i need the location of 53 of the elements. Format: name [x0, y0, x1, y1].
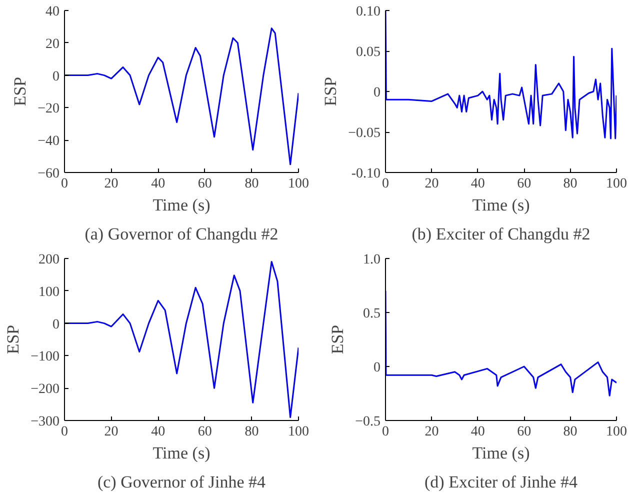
x-tick-label: 80 — [563, 424, 578, 440]
y-tick-label: 0 — [52, 69, 60, 84]
x-tick-label: 60 — [198, 176, 212, 192]
y-tick-label: 200 — [38, 252, 60, 268]
y-tick-label: −200 — [30, 382, 60, 398]
x-tick-label: 80 — [563, 176, 578, 192]
x-tick-label: 20 — [104, 424, 118, 440]
y-tick-label: −0.05 — [348, 126, 381, 141]
x-tick-label: 20 — [104, 176, 118, 192]
y-tick-label: −300 — [30, 414, 60, 430]
y-tick-label: 0.05 — [356, 45, 380, 60]
y-tick-label: −0.5 — [355, 414, 381, 430]
x-tick-label: 100 — [288, 176, 309, 192]
x-tick-label: 20 — [424, 176, 439, 192]
y-tick-label: −60 — [38, 166, 60, 182]
x-tick-label: 60 — [517, 176, 532, 192]
x-tick-label: 40 — [151, 176, 166, 192]
y-tick-label: 1.0 — [363, 252, 380, 268]
y-axis-title: ESP — [321, 76, 340, 106]
x-tick-label: 40 — [151, 424, 166, 440]
y-tick-label: −100 — [30, 350, 60, 365]
y-tick-label: 0.10 — [356, 4, 380, 20]
x-axis-title: Time (s) — [472, 196, 530, 214]
x-tick-label: 80 — [244, 176, 259, 192]
y-tick-label: 100 — [38, 284, 60, 300]
y-tick-label: 0.5 — [363, 306, 380, 322]
y-axis-title: ESP — [328, 324, 348, 354]
x-tick-label: 60 — [517, 424, 532, 440]
text: (a) Governor of Changdu #2 — [84, 224, 278, 244]
x-tick-label: 80 — [244, 424, 259, 440]
x-tick-label: 20 — [424, 424, 439, 440]
y-tick-label: 20 — [46, 36, 60, 52]
x-axis-title: Time (s) — [472, 444, 530, 462]
x-tick-label: 100 — [288, 424, 309, 440]
y-axis-title: ESP — [4, 324, 23, 354]
x-tick-label: 40 — [470, 424, 485, 440]
x-tick-label: 100 — [606, 424, 627, 440]
y-tick-label: -0.10 — [351, 166, 381, 182]
x-tick-label: 60 — [198, 424, 212, 440]
y-tick-label: 0 — [52, 317, 60, 332]
y-tick-label: 40 — [46, 4, 60, 20]
y-tick-label: 0 — [374, 86, 380, 100]
x-axis-title: Time (s) — [152, 196, 210, 214]
x-tick-label: 40 — [470, 176, 485, 192]
x-axis-title: Time (s) — [152, 444, 210, 462]
y-tick-label: −40 — [38, 134, 60, 150]
text: (b) Exciter of Changdu #2 — [412, 224, 590, 244]
text: (d) Exciter of Jinhe #4 — [424, 472, 578, 492]
text: (c) Governor of Jinhe #4 — [97, 472, 266, 492]
y-tick-label: −20 — [38, 102, 60, 117]
y-axis-title: ESP — [10, 76, 30, 106]
y-tick-label: 0 — [374, 360, 380, 376]
x-tick-label: 100 — [606, 176, 627, 192]
